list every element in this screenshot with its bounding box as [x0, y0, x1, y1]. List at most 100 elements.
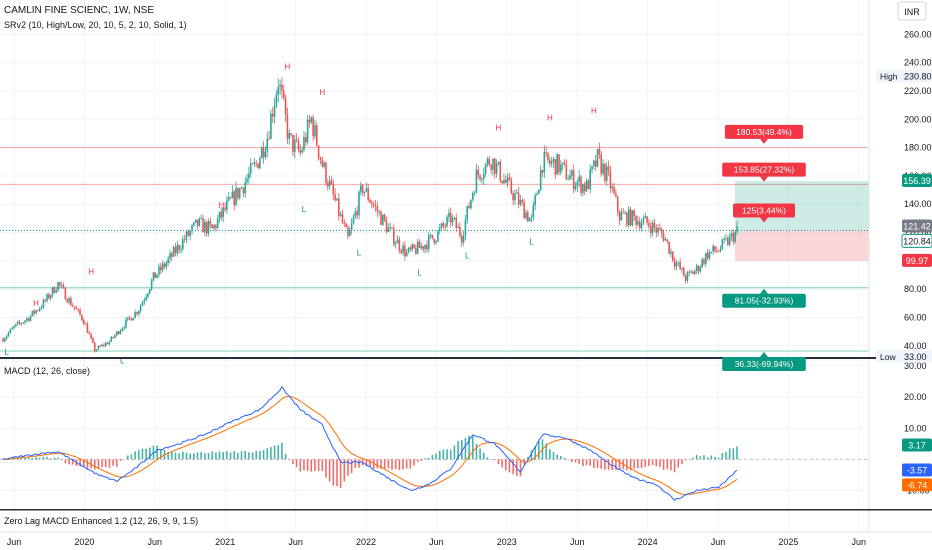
histogram-bar [79, 459, 81, 467]
candle-body [582, 184, 584, 193]
candle-body [444, 226, 447, 227]
candle-body [106, 343, 109, 345]
candle-body [427, 235, 430, 250]
histogram-bar [244, 450, 247, 460]
long-position-box[interactable] [735, 181, 869, 261]
histogram-bar [468, 435, 470, 460]
histogram-bar [493, 459, 496, 461]
candle-body [277, 86, 280, 95]
candle-body [222, 207, 224, 218]
candle-body [224, 207, 226, 210]
candle-body [424, 244, 426, 250]
histogram-bar [460, 439, 463, 460]
axis-price-badge-text: 156.39 [903, 176, 931, 186]
histogram-bar [262, 450, 265, 460]
candle-body [706, 253, 709, 259]
candle-body [299, 149, 302, 153]
candle-body [477, 169, 480, 175]
axis-price-badge-text: 121.42 [903, 222, 931, 232]
histogram-bar [101, 459, 103, 468]
histogram-bar [57, 457, 59, 460]
histogram-bar [677, 459, 680, 468]
candle-body [389, 227, 391, 229]
candle-body [525, 212, 527, 219]
target-labels: 180.53(49.4%) 153.85(27.32%) 125(3.44%) 81.… [722, 124, 806, 372]
candle-body [387, 227, 390, 233]
histogram-bar [211, 451, 213, 460]
candle-body [497, 161, 500, 165]
zero-lag-macd-legend: Zero Lag MACD Enhanced 1.2 (12, 26, 9, 9… [4, 516, 198, 526]
histogram-bar [479, 448, 481, 460]
candle-body [286, 114, 289, 139]
histogram-bar [196, 452, 199, 460]
candle-body [383, 214, 386, 221]
candle-body [662, 233, 665, 241]
candle-body [308, 119, 311, 123]
candle-body [13, 326, 15, 328]
target-label-text: 180.53(49.4%) [736, 127, 792, 137]
candle-body [466, 205, 469, 220]
histogram-bar [325, 459, 327, 478]
histogram-bar [24, 456, 26, 460]
histogram-bar [490, 459, 492, 460]
candle-body [682, 268, 685, 277]
candle-body [101, 344, 103, 347]
candle-body [92, 338, 94, 343]
candle-body [62, 285, 65, 288]
candle-body [659, 227, 661, 230]
candle-body [482, 174, 485, 180]
candle-body [521, 200, 524, 203]
candle-body [538, 189, 540, 194]
candle-body [338, 198, 340, 216]
candle-body [207, 221, 210, 234]
candle-body [209, 221, 212, 225]
candle-body [717, 251, 720, 252]
candle-body [171, 253, 173, 257]
histogram-bar [237, 452, 239, 460]
macd-tick-label: 10.00 [904, 423, 927, 433]
candle-body [11, 327, 13, 330]
histogram-bar [365, 459, 368, 466]
target-label-pointer [760, 217, 768, 223]
histogram-bar [626, 459, 628, 471]
macd-tick-label: 30.00 [904, 361, 927, 371]
candle-body [229, 197, 232, 199]
histogram-bar [596, 459, 599, 468]
candle-body [642, 218, 645, 224]
histogram-bar [295, 459, 298, 468]
candle-body [117, 331, 120, 335]
candle-body [712, 246, 714, 252]
low-marker: L [417, 269, 422, 278]
high-marker: H [319, 88, 325, 97]
histogram-bar [402, 459, 404, 470]
histogram-bar [629, 459, 632, 471]
candle-body [411, 244, 414, 250]
candle-body [693, 270, 696, 274]
histogram-bar [222, 452, 224, 460]
macd-line [2, 386, 738, 501]
histogram-bar [167, 451, 169, 460]
histogram-bar [504, 459, 507, 471]
histogram-bar [171, 451, 173, 460]
histogram-bar [449, 449, 452, 460]
candle-body [82, 319, 85, 324]
candle-body [697, 265, 700, 272]
candle-body [266, 138, 269, 152]
macd-value-badge [902, 438, 932, 452]
pane-separator [0, 357, 932, 359]
histogram-bar [438, 450, 441, 460]
candle-body [115, 331, 118, 336]
candle-body [251, 163, 254, 165]
candle-body [315, 125, 318, 146]
candle-body [532, 205, 535, 217]
candle-body [435, 241, 437, 243]
high-marker: H [218, 201, 224, 210]
histogram-bar [321, 459, 324, 471]
candle-body [629, 209, 632, 226]
candle-body [165, 263, 168, 268]
currency-button[interactable] [897, 1, 927, 21]
candle-body [635, 216, 637, 225]
candle-body [317, 145, 320, 158]
candle-body [567, 179, 569, 181]
